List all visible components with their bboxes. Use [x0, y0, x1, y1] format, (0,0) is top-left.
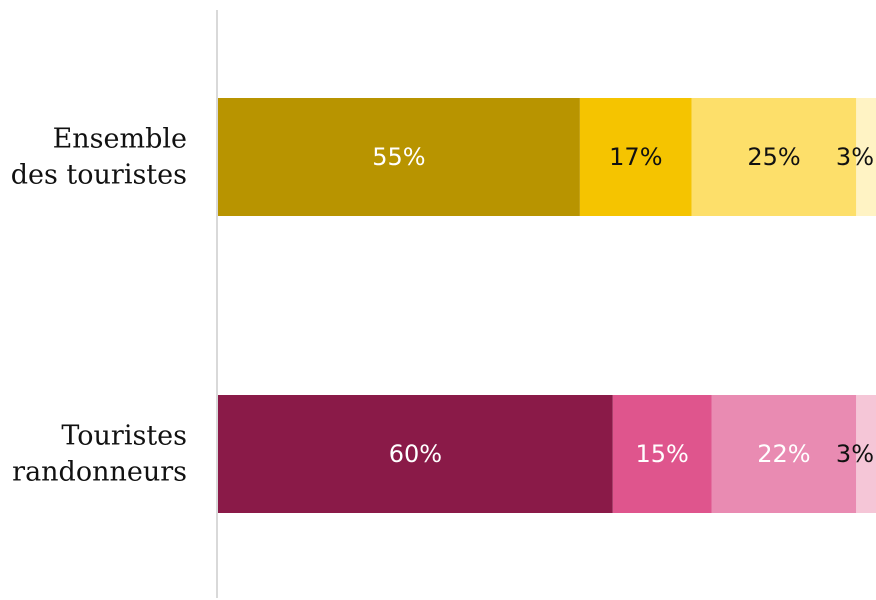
data-label: 55%	[372, 143, 425, 171]
data-label: 25%	[747, 143, 800, 171]
bar-segment	[691, 98, 857, 216]
category-label: Touristes	[61, 421, 187, 452]
bar-segment	[612, 395, 712, 513]
bar-segment	[579, 98, 692, 216]
data-label: 15%	[635, 440, 688, 468]
data-label: 3%	[836, 440, 874, 468]
category-label: randonneurs	[12, 457, 187, 488]
data-label: 60%	[389, 440, 442, 468]
bar-segment	[218, 98, 580, 216]
data-label: 3%	[836, 143, 874, 171]
bar-segment	[856, 98, 876, 216]
data-label: 22%	[757, 440, 810, 468]
bar-segment	[711, 395, 857, 513]
category-label: des touristes	[11, 160, 187, 191]
data-label: 17%	[609, 143, 662, 171]
bar-segment	[218, 395, 613, 513]
category-label: Ensemble	[53, 124, 187, 155]
bar-segment	[856, 395, 876, 513]
bars-layer	[218, 98, 876, 513]
labels-layer: 55% 17% 25% 3% Ensemble des touristes 60% 15% 22…	[11, 124, 874, 488]
